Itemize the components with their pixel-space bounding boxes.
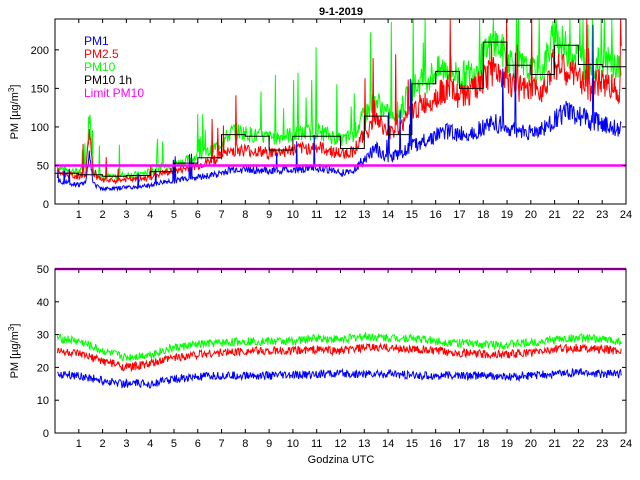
x-tick-label: 2: [100, 209, 106, 221]
legend-item-limit-pm10: Limit PM10: [84, 86, 144, 100]
x-tick-label: 18: [477, 209, 489, 221]
x-tick-label: 16: [430, 438, 442, 450]
top-plot-area: [55, 18, 626, 192]
series-pm10: [56, 332, 622, 362]
x-tick-label: 9: [266, 438, 272, 450]
x-tick-label: 12: [334, 209, 346, 221]
x-tick-label: 5: [171, 438, 177, 450]
series-pm2-5: [56, 18, 622, 185]
chart-title: 9-1-2019: [319, 6, 363, 18]
x-tick-label: 1: [76, 438, 82, 450]
x-tick-label: 11: [311, 209, 322, 221]
x-tick-label: 13: [358, 209, 370, 221]
x-tick-label: 11: [311, 438, 322, 450]
x-tick-label: 8: [242, 209, 248, 221]
y-tick-label: 40: [37, 297, 49, 309]
legend-item-pm10-1h: PM10 1h: [84, 73, 132, 87]
x-tick-label: 23: [596, 438, 608, 450]
x-tick-label: 21: [549, 438, 561, 450]
x-tick-label: 13: [358, 438, 370, 450]
bottom-y-ticks: 0 10 20 30 40 50: [37, 264, 626, 440]
x-axis-label: Godzina UTC: [308, 454, 375, 466]
series-pm10-1h: [55, 41, 626, 177]
x-tick-label: 21: [549, 209, 561, 221]
x-tick-label: 8: [242, 438, 248, 450]
y-tick-label: 0: [43, 199, 49, 211]
x-tick-label: 19: [501, 209, 513, 221]
x-tick-label: 15: [406, 438, 418, 450]
x-tick-label: 5: [171, 209, 177, 221]
y-tick-label: 30: [37, 330, 49, 342]
series-pm1: [56, 24, 622, 192]
x-tick-label: 18: [477, 438, 489, 450]
x-tick-label: 1: [76, 209, 82, 221]
x-tick-label: 3: [123, 209, 129, 221]
x-tick-label: 7: [218, 438, 224, 450]
x-tick-label: 4: [147, 438, 153, 450]
x-tick-label: 10: [287, 209, 299, 221]
x-tick-label: 22: [572, 438, 584, 450]
bottom-y-axis-label: PM [µg/m3]: [7, 324, 21, 379]
legend-item-pm10: PM10: [84, 60, 116, 74]
x-tick-label: 17: [453, 438, 465, 450]
x-tick-label: 16: [430, 209, 442, 221]
bottom-plot-area: [55, 267, 626, 389]
top-panel: 1 2 3 4 5 6 7 8 9 10 11 12 13 14 15 16 17 18 19 20 21 22 23 24 …: [7, 18, 632, 221]
y-tick-label: 50: [37, 264, 49, 276]
x-tick-label: 20: [525, 438, 537, 450]
x-tick-label: 10: [287, 438, 299, 450]
series-pm1: [57, 367, 622, 389]
legend-item-pm1: PM1: [84, 34, 109, 48]
series-pm2-5: [56, 342, 622, 373]
y-tick-label: 200: [31, 45, 49, 57]
legend-item-pm25: PM2.5: [84, 47, 119, 61]
top-y-ticks: 0 50 100 150 200: [31, 45, 626, 211]
x-tick-label: 9: [266, 209, 272, 221]
x-tick-label: 6: [195, 438, 201, 450]
x-tick-label: 20: [525, 209, 537, 221]
y-tick-label: 20: [37, 362, 49, 374]
x-tick-label: 3: [123, 438, 129, 450]
x-tick-label: 12: [334, 438, 346, 450]
top-legend: PM1 PM2.5 PM10 PM10 1h Limit PM10: [84, 34, 144, 100]
y-tick-label: 50: [37, 160, 49, 172]
x-tick-label: 24: [620, 438, 632, 450]
y-tick-label: 10: [37, 395, 49, 407]
x-tick-label: 7: [218, 209, 224, 221]
x-tick-label: 14: [382, 209, 394, 221]
bottom-x-ticks: 1 2 3 4 5 6 7 8 9 10 11 12 13 14 15 16 17 18 19 20 21 22 23 24: [76, 269, 632, 450]
bottom-panel: 1 2 3 4 5 6 7 8 9 10 11 12 13 14 15 16 17 18 19 20 21 22 23 24 …: [7, 264, 632, 466]
x-tick-label: 19: [501, 438, 513, 450]
y-tick-label: 0: [43, 428, 49, 440]
x-tick-label: 2: [100, 438, 106, 450]
top-x-ticks: 1 2 3 4 5 6 7 8 9 10 11 12 13 14 15 16 17 18 19 20 21 22 23 24: [76, 19, 632, 221]
x-tick-label: 4: [147, 209, 153, 221]
y-tick-label: 150: [31, 83, 49, 95]
y-tick-label: 100: [31, 122, 49, 134]
x-tick-label: 15: [406, 209, 418, 221]
x-tick-label: 22: [572, 209, 584, 221]
x-tick-label: 17: [453, 209, 465, 221]
x-tick-label: 6: [195, 209, 201, 221]
top-y-axis-label: PM [µg/m3]: [7, 85, 21, 140]
x-tick-label: 24: [620, 209, 632, 221]
x-tick-label: 23: [596, 209, 608, 221]
x-tick-label: 14: [382, 438, 394, 450]
